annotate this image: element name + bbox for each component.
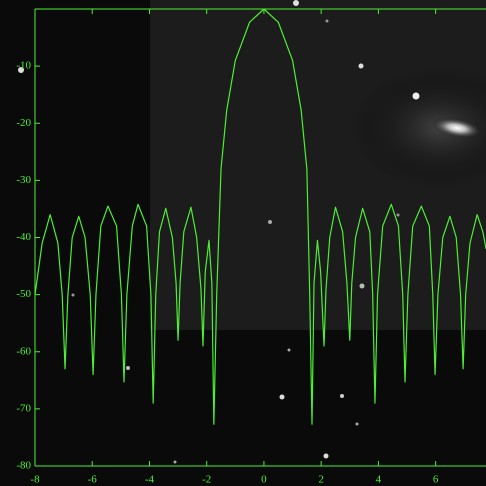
y-tick-label: -20	[16, 117, 31, 129]
y-tick-label: -80	[16, 460, 31, 472]
x-tick-label: 6	[433, 474, 439, 486]
y-tick-label: -70	[16, 402, 31, 414]
sky-background	[0, 0, 486, 486]
y-tick-label: -60	[16, 345, 31, 357]
chart: -80-70-60-50-40-30-20-10-8-6-4-20246	[0, 0, 486, 486]
x-tick-label: 2	[318, 474, 324, 486]
x-tick-label: -4	[145, 474, 155, 486]
x-tick-label: 0	[261, 474, 267, 486]
x-tick-label: -6	[88, 474, 98, 486]
y-tick-label: -50	[16, 288, 31, 300]
y-tick-label: -10	[16, 60, 31, 72]
x-tick-label: -8	[30, 474, 40, 486]
x-tick-label: 4	[376, 474, 382, 486]
y-tick-label: -30	[16, 174, 31, 186]
y-tick-label: -40	[16, 231, 31, 243]
x-tick-label: -2	[202, 474, 211, 486]
